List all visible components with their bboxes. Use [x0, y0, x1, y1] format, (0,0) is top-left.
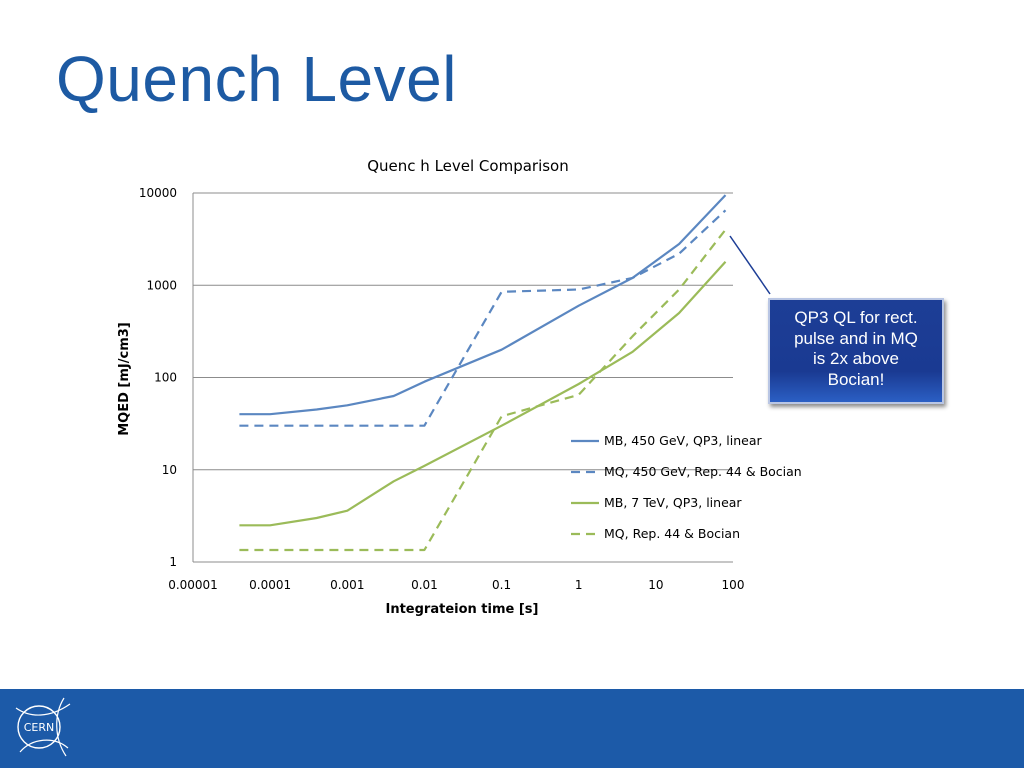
x-axis-label: Integrateion time [s]	[386, 602, 539, 617]
legend-label: MQ, Rep. 44 & Bocian	[604, 526, 740, 541]
cern-logo-text: CERN	[24, 721, 55, 734]
x-tick-label: 0.01	[411, 578, 438, 592]
x-tick-label: 0.1	[492, 578, 511, 592]
footer-bar: CERN	[0, 689, 1024, 768]
chart: Quenc h Level Comparison 1 10 100 1000 10000…	[117, 157, 802, 617]
x-tick-label: 1	[575, 578, 583, 592]
chart-title: Quenc h Level Comparison	[367, 157, 569, 175]
series-line-2	[239, 209, 727, 427]
legend-label: MB, 7 TeV, QP3, linear	[604, 495, 742, 510]
series-lines	[239, 194, 727, 552]
callout-line: QP3 QL for rect.	[794, 308, 918, 327]
x-tick-label: 0.001	[330, 578, 364, 592]
series-line-3	[239, 260, 727, 527]
legend-label: MQ, 450 GeV, Rep. 44 & Bocian	[604, 464, 802, 479]
grid-lines	[193, 192, 733, 563]
y-tick-label: 1	[169, 555, 177, 569]
legend-label: MB, 450 GeV, QP3, linear	[604, 433, 763, 448]
series-line-4	[239, 229, 727, 552]
y-tick-label: 10	[162, 463, 177, 477]
y-tick-label: 100	[154, 371, 177, 385]
y-tick-label: 1000	[146, 278, 177, 292]
cern-logo: CERN	[15, 697, 71, 757]
x-tick-label: 100	[722, 578, 745, 592]
series-line-1	[239, 194, 727, 416]
callout-line: Bocian!	[827, 369, 885, 389]
x-tick-label: 10	[648, 578, 663, 592]
callout-line: pulse and in MQ	[794, 328, 918, 348]
y-axis-label: MQED [mJ/cm3]	[117, 322, 132, 436]
slide-title: Quench Level	[56, 43, 457, 115]
x-tick-label: 0.00001	[168, 578, 218, 592]
axes: 1 10 100 1000 10000 0.00001 0.0001 0.001 0.01 0.1…	[139, 186, 745, 592]
callout-box: QP3 QL for rect. pulse and in MQ is 2x a…	[768, 298, 944, 404]
callout-pointer	[729, 235, 771, 295]
callout-line: is 2x above	[813, 349, 899, 368]
x-tick-label: 0.0001	[249, 578, 291, 592]
legend: MB, 450 GeV, QP3, linear MQ, 450 GeV, Rep…	[571, 433, 802, 541]
y-tick-label: 10000	[139, 186, 177, 200]
